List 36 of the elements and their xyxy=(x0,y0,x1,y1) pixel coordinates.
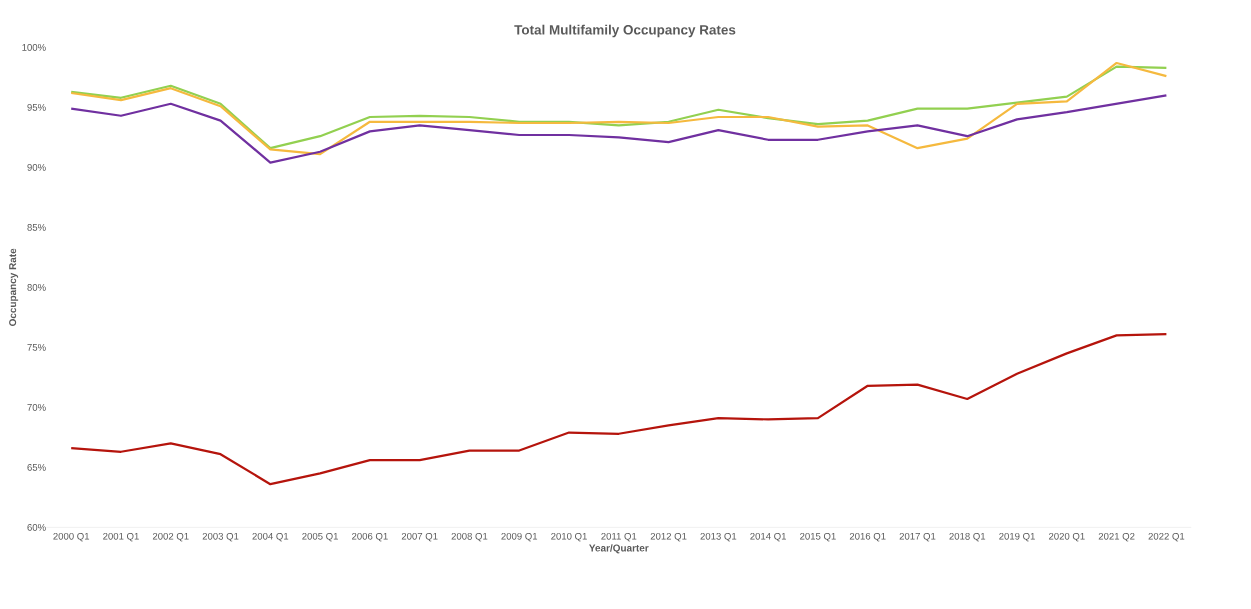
x-tick-label: 2016 Q1 xyxy=(849,532,886,542)
y-tick-label: 95% xyxy=(27,104,46,111)
x-tick-label: 2012 Q1 xyxy=(650,532,687,542)
x-tick-label: 2021 Q2 xyxy=(1098,532,1135,542)
y-tick-label: 90% xyxy=(27,164,46,171)
x-tick-label: 2001 Q1 xyxy=(103,532,139,542)
x-tick-label: 2022 Q1 xyxy=(1148,532,1185,542)
y-tick-label: 70% xyxy=(27,404,46,411)
y-tick-label: 80% xyxy=(27,284,46,291)
x-tick-label: 2015 Q1 xyxy=(800,532,836,542)
x-tick-label: 2011 Q1 xyxy=(601,532,637,542)
y-tick-label: 65% xyxy=(27,464,46,471)
x-axis-title: Year/Quarter xyxy=(589,544,649,554)
x-tick-label: 2007 Q1 xyxy=(401,532,438,542)
line-series xyxy=(70,333,1168,486)
x-tick-label: 2014 Q1 xyxy=(750,532,786,542)
y-axis-title: Occupancy Rate xyxy=(9,248,19,327)
x-tick-label: 2002 Q1 xyxy=(152,532,189,542)
y-tick-label: 60% xyxy=(27,524,46,531)
x-tick-label: 2003 Q1 xyxy=(202,532,239,542)
x-tick-label: 2020 Q1 xyxy=(1048,532,1085,542)
x-tick-label: 2000 Q1 xyxy=(53,532,90,542)
y-tick-label: 85% xyxy=(27,224,46,231)
y-tick-label: 75% xyxy=(27,344,46,351)
chart-title: Total Multifamily Occupancy Rates xyxy=(514,24,736,38)
x-tick-label: 2018 Q1 xyxy=(949,532,986,542)
x-tick-label: 2006 Q1 xyxy=(352,532,388,542)
x-tick-label: 2013 Q1 xyxy=(700,532,737,542)
x-tick-label: 2017 Q1 xyxy=(899,532,936,542)
x-tick-label: 2009 Q1 xyxy=(501,532,538,542)
x-tick-label: 2019 Q1 xyxy=(999,532,1035,542)
x-tick-label: 2010 Q1 xyxy=(551,532,587,542)
y-tick-label: 100% xyxy=(22,44,46,51)
x-tick-label: 2008 Q1 xyxy=(451,532,488,542)
x-tick-label: 2004 Q1 xyxy=(252,532,289,542)
x-tick-label: 2005 Q1 xyxy=(302,532,338,542)
